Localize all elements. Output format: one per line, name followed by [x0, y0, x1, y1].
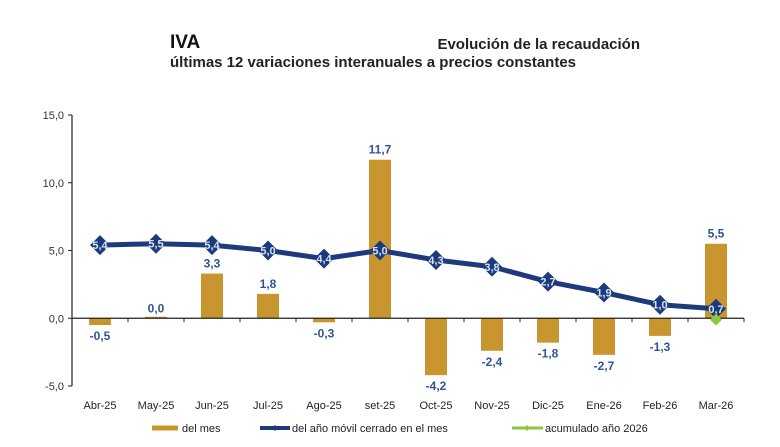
line-marker: [202, 235, 222, 256]
chart-subtitle: últimas 12 variaciones interanuales a pr…: [170, 54, 577, 71]
bar-series: [89, 159, 727, 376]
bar-data-label: 11,7: [369, 143, 392, 157]
legend-marker-anio-movil: [272, 425, 278, 431]
line-data-label: 0,7: [708, 304, 723, 316]
accum-series: [710, 313, 722, 326]
y-tick-label: 0,0: [49, 313, 64, 325]
x-tick-label: Ene-26: [586, 400, 621, 412]
y-tick-label: 5,0: [49, 246, 64, 258]
x-tick-label: Jul-25: [253, 400, 283, 412]
x-tick-label: Oct-25: [419, 400, 452, 412]
bar-data-label: 1,8: [260, 277, 277, 291]
x-tick-label: set-25: [365, 400, 396, 412]
y-axis: 15,0 10,0 5,0 0,0 -5,0: [43, 110, 73, 393]
bar: [537, 318, 559, 343]
legend-label-acumulado: acumulado año 2026: [545, 423, 648, 435]
accum-marker: [710, 313, 722, 326]
bar-data-label: 3,3: [204, 257, 221, 271]
x-tick-label: Mar-26: [699, 400, 734, 412]
line-data-label: 2,7: [540, 277, 555, 289]
line-marker: [426, 249, 446, 270]
x-tick-label: Abr-25: [83, 400, 116, 412]
line-path: [99, 241, 717, 312]
line-marker: [594, 282, 614, 303]
x-axis: Abr-25 May-25 Jun-25 Jul-25 Ago-25 set-25 Oct-…: [72, 317, 745, 412]
bar-data-label: -4,2: [426, 379, 447, 393]
bar: [481, 318, 503, 351]
line-data-label: 5,0: [260, 246, 275, 258]
x-tick-label: Ago-25: [306, 400, 341, 412]
line-data-label: 3,8: [484, 262, 499, 274]
bar: [649, 318, 671, 336]
bar-data-label: -1,8: [538, 347, 559, 361]
line-data-label: 5,5: [148, 239, 163, 251]
bar: [425, 318, 447, 376]
bar: [257, 293, 279, 319]
x-tick-label: May-25: [138, 400, 175, 412]
bar: [313, 318, 335, 323]
bar: [705, 243, 727, 319]
line-marker: [258, 240, 278, 261]
line-data-label: 4,3: [428, 255, 443, 267]
line-data-label: 5,4: [92, 240, 108, 252]
line-data-label: 1,0: [652, 300, 667, 312]
bar: [145, 316, 167, 319]
bar: [201, 273, 223, 319]
bar-data-label: 5,5: [708, 227, 725, 241]
bar-data-label: -0,3: [314, 326, 335, 340]
chart-title-right: Evolución de la recaudación: [437, 36, 640, 53]
legend-marker-acumulado: [524, 425, 530, 431]
x-tick-label: Nov-25: [474, 400, 509, 412]
line-marker: [90, 235, 110, 256]
data-labels: -0,5 0,0 3,3 1,8 -0,3 11,7 -4,2 -2,4 -1,8 -2,7 -1,…: [90, 143, 725, 393]
legend: del mes del año móvil cerrado en el mes ac…: [152, 423, 648, 435]
line-marker: [370, 240, 390, 261]
x-tick-label: Dic-25: [532, 400, 564, 412]
line-data-label: 5,4: [204, 240, 220, 252]
x-tick-label: Jun-25: [195, 400, 229, 412]
line-marker: [706, 298, 726, 319]
legend-label-del-mes: del mes: [182, 423, 221, 435]
line-series: 5,4 5,5 5,4 5,0 4,4 5,0 4,3 3,8 2,7 1,9 1,0 0,7: [90, 233, 726, 319]
bar-data-label: -0,5: [90, 329, 111, 343]
line-marker: [482, 256, 502, 277]
bar: [593, 318, 615, 355]
line-data-label: 4,4: [316, 254, 332, 266]
line-marker: [538, 271, 558, 292]
chart-title: IVA: [170, 32, 201, 53]
line-marker: [314, 248, 334, 269]
bar: [89, 318, 111, 326]
line-marker: [146, 233, 166, 254]
line-marker: [650, 294, 670, 315]
bar-data-label: -2,4: [482, 355, 503, 369]
line-data-label: 1,9: [596, 288, 611, 300]
bar: [369, 159, 391, 319]
bar-data-label: 0,0: [148, 301, 165, 315]
y-tick-label: 15,0: [43, 110, 64, 122]
y-tick-label: -5,0: [45, 381, 64, 393]
legend-label-anio-movil: del año móvil cerrado en el mes: [292, 423, 448, 435]
x-tick-label: Feb-26: [643, 400, 678, 412]
y-tick-label: 10,0: [43, 178, 64, 190]
bar-data-label: -2,7: [594, 359, 615, 373]
bar-data-label: -1,3: [650, 340, 671, 354]
line-data-label: 5,0: [372, 246, 387, 258]
